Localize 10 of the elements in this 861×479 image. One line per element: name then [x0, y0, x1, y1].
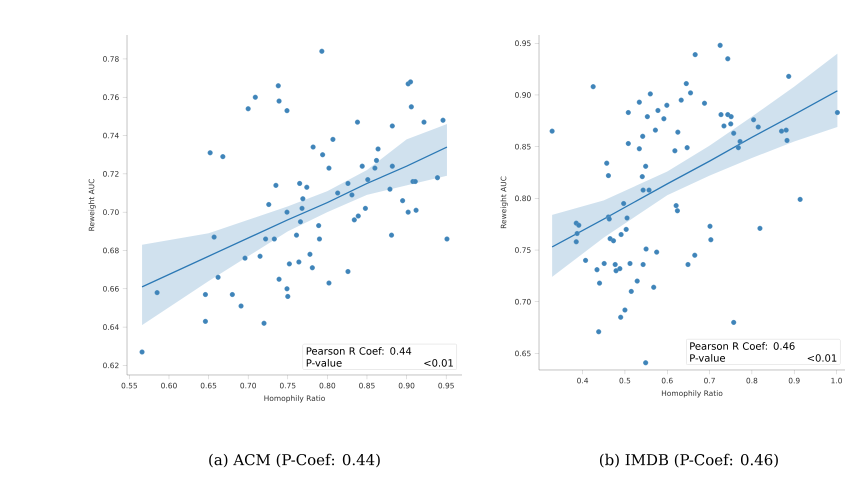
annotation: P-value [306, 358, 342, 367]
line-series [551, 90, 838, 248]
annotation: <0.01 [424, 359, 453, 367]
annotation: Pearson R Coef: 0.46 [690, 342, 795, 350]
annotation: P-value [690, 354, 726, 362]
text: (a) ACM (P-Coef: 0.44) [209, 454, 380, 468]
text: (b) IMDB (P-Coef: 0.46) [600, 454, 778, 468]
line-series [141, 146, 448, 288]
annotation: Pearson R Coef: 0.44 [306, 347, 412, 355]
annotation: <0.01 [808, 354, 836, 362]
